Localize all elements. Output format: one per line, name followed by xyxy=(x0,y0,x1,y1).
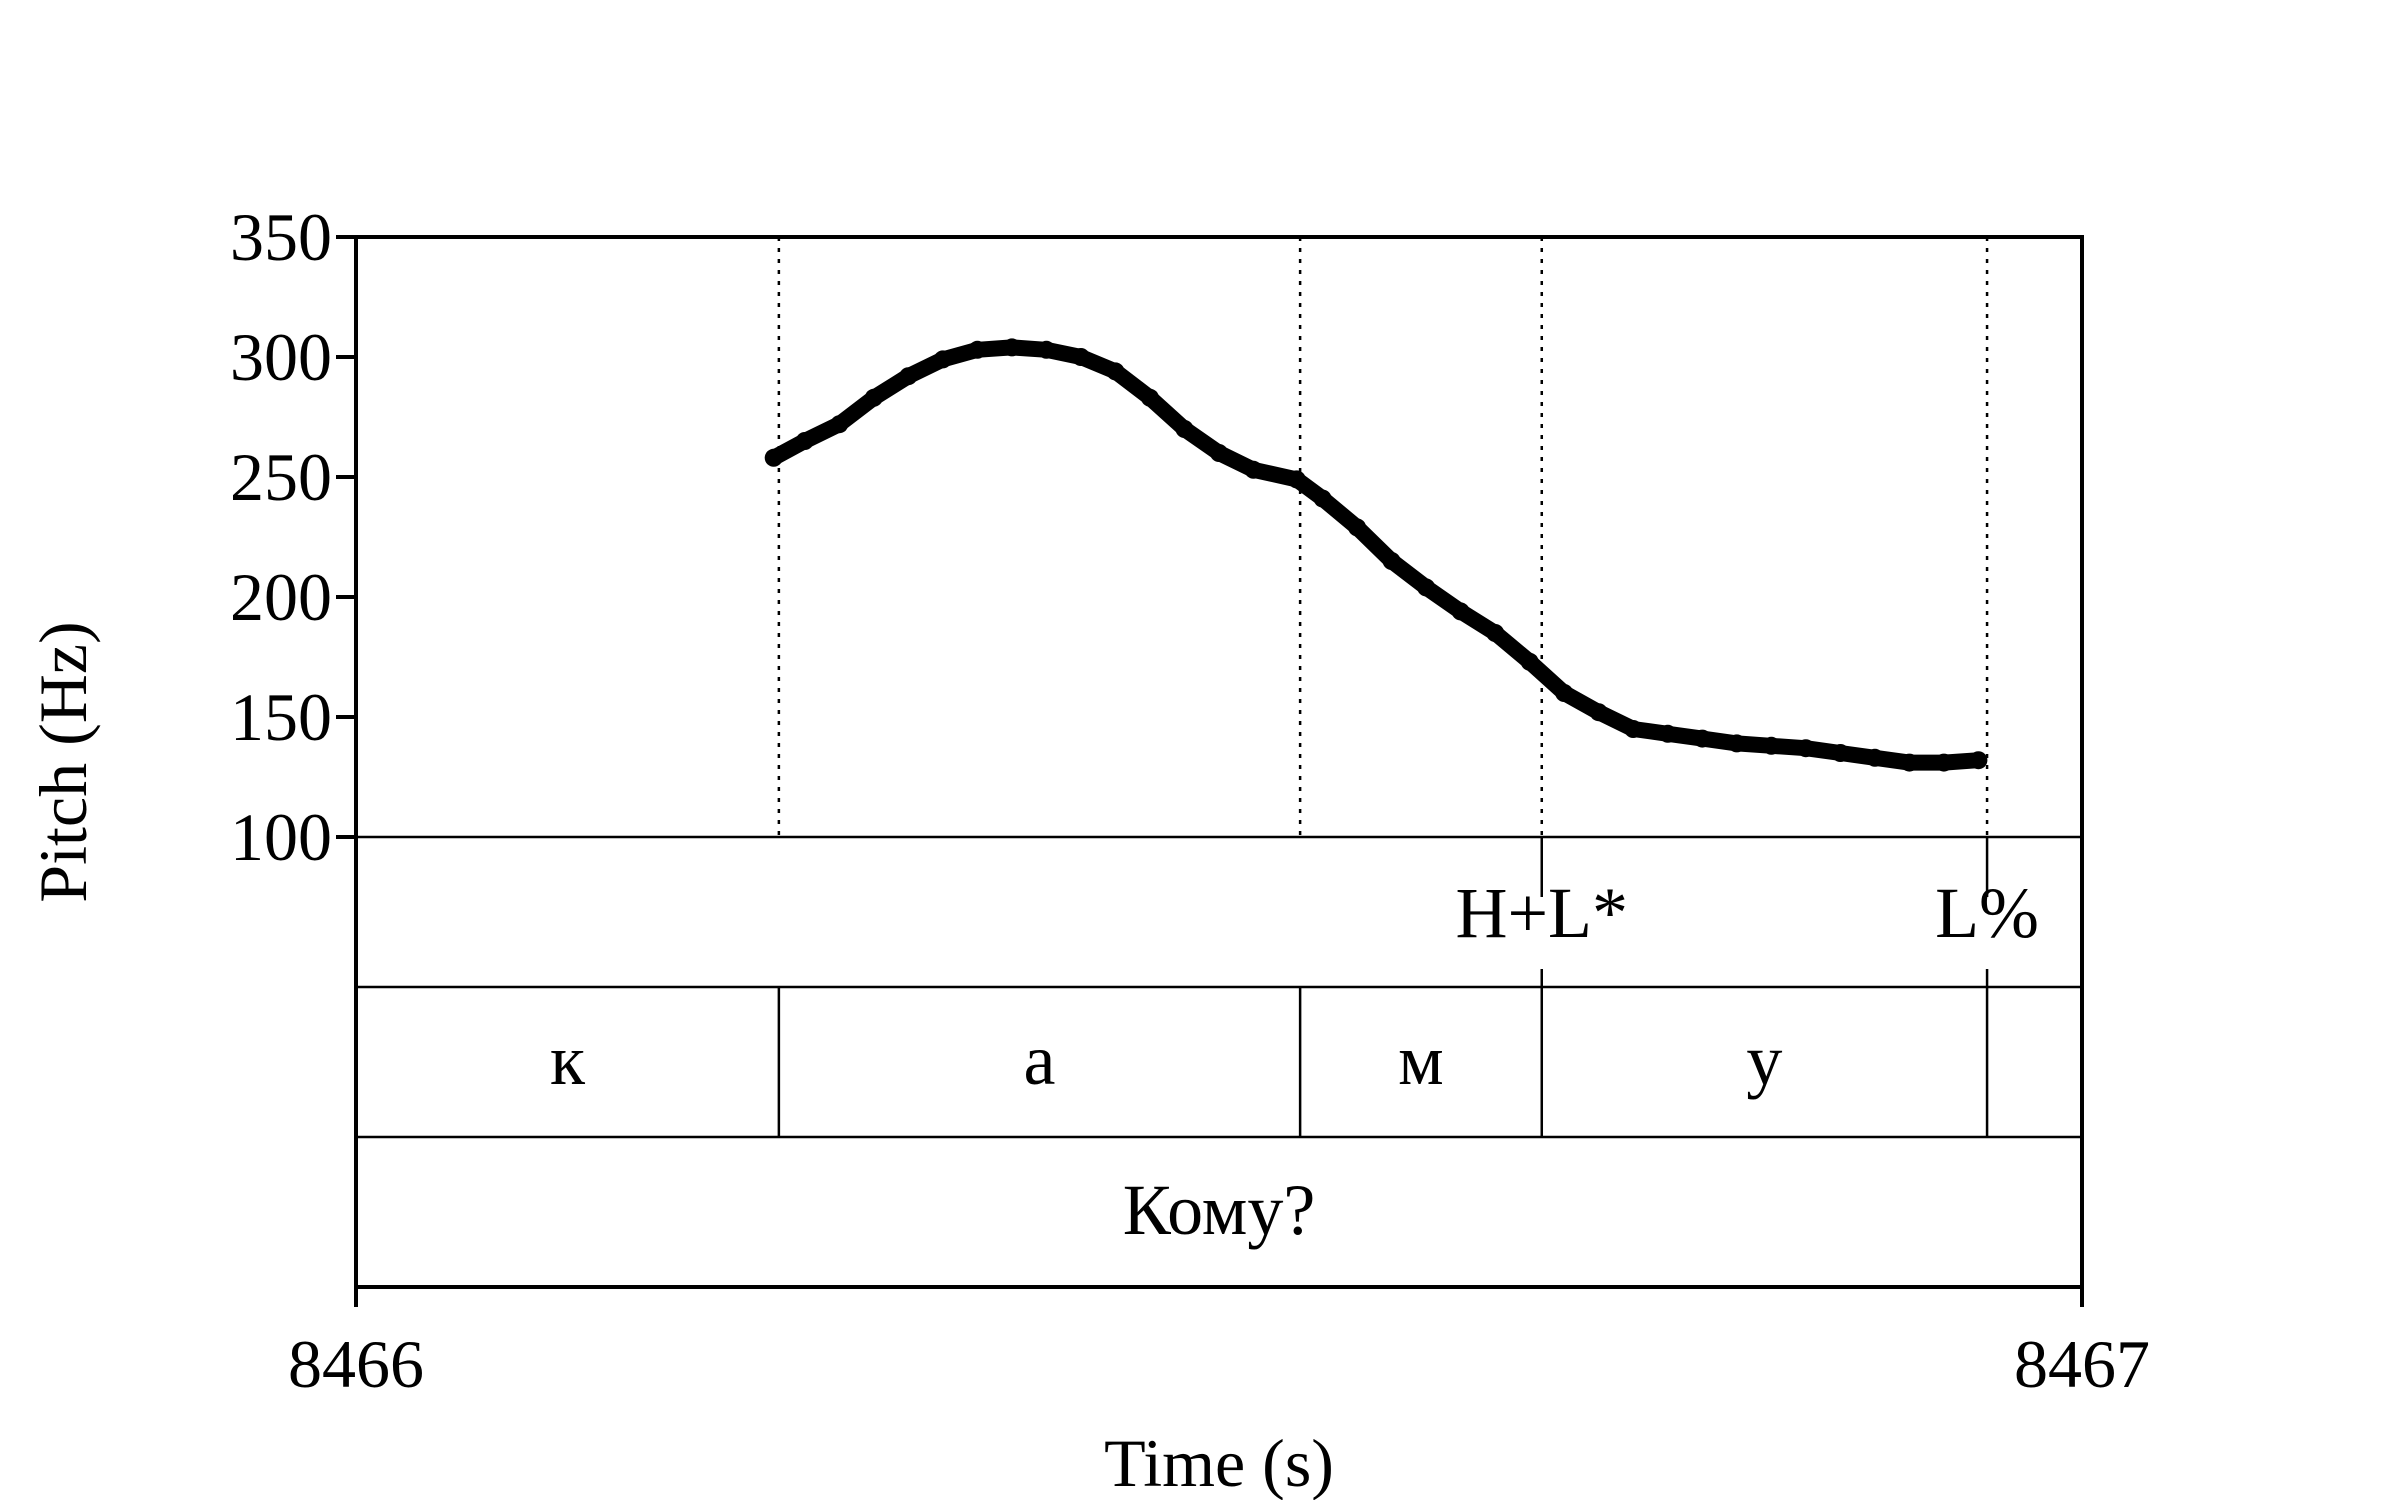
tone-label-2: L% xyxy=(1935,873,2039,953)
pitch-point-8 xyxy=(1002,338,1021,357)
pitch-point-31 xyxy=(1796,739,1815,758)
pitch-point-5 xyxy=(899,367,918,386)
pitch-point-25 xyxy=(1589,703,1608,722)
x-tick-label-8466: 8466 xyxy=(288,1326,424,1402)
pitch-contour xyxy=(764,338,1988,772)
pitch-point-36 xyxy=(1969,751,1988,770)
pitch-point-26 xyxy=(1624,720,1643,738)
segment-label-2: а xyxy=(1024,1020,1056,1100)
y-tick-label-350: 350 xyxy=(230,199,332,275)
x-tick-label-8467: 8467 xyxy=(2014,1326,2150,1402)
tone-label-1: H+L* xyxy=(1455,873,1628,953)
y-axis: 100 150 200 250 300 350 xyxy=(230,199,356,875)
figure-frame xyxy=(354,235,2084,1289)
pitch-point-14 xyxy=(1210,444,1228,462)
segment-label-3: м xyxy=(1398,1020,1444,1100)
pitch-point-32 xyxy=(1831,744,1850,762)
pitch-point-34 xyxy=(1900,753,1919,772)
pitch-point-3 xyxy=(830,415,849,434)
pitch-point-11 xyxy=(1106,362,1125,381)
y-tick-label-150: 150 xyxy=(230,679,332,755)
tier-separators xyxy=(356,835,2082,1139)
tone-tier: H+L* L% xyxy=(1455,873,2039,953)
word-label-1: Кому? xyxy=(1123,1170,1316,1250)
pitch-point-35 xyxy=(1934,753,1953,772)
pitch-point-15 xyxy=(1244,460,1263,479)
word-tier: Кому? xyxy=(1123,1170,1316,1250)
y-tick-label-250: 250 xyxy=(230,439,332,515)
pitch-point-22 xyxy=(1486,624,1505,642)
pitch-point-9 xyxy=(1037,340,1056,359)
pitch-point-16 xyxy=(1287,470,1306,489)
x-axis: 8466 8467 xyxy=(288,1287,2150,1402)
pitch-point-33 xyxy=(1865,748,1884,767)
boundary-lines xyxy=(777,237,1989,1137)
pitch-point-23 xyxy=(1520,652,1539,671)
pitch-point-28 xyxy=(1693,729,1712,748)
pitch-point-4 xyxy=(864,388,883,407)
pitch-point-27 xyxy=(1658,724,1677,743)
pitch-point-20 xyxy=(1417,578,1436,597)
y-axis-label: Pitch (Hz) xyxy=(25,621,101,902)
pitch-point-21 xyxy=(1451,602,1470,621)
segment-label-4: у xyxy=(1746,1020,1782,1100)
segment-label-1: к xyxy=(550,1020,586,1100)
y-tick-label-200: 200 xyxy=(230,559,332,635)
pitch-point-19 xyxy=(1382,552,1401,570)
pitch-point-24 xyxy=(1555,684,1574,702)
pitch-point-2 xyxy=(795,432,814,450)
pitch-point-30 xyxy=(1762,736,1781,755)
pitch-line-1 xyxy=(765,339,1987,771)
pitch-point-17 xyxy=(1313,489,1332,508)
pitch-point-10 xyxy=(1071,348,1090,366)
pitch-point-7 xyxy=(968,340,987,359)
pitch-point-12 xyxy=(1141,388,1159,407)
pitch-point-13 xyxy=(1175,420,1194,438)
y-tick-label-100: 100 xyxy=(230,799,332,875)
y-tick-label-300: 300 xyxy=(230,319,332,395)
pitch-point-1 xyxy=(764,448,783,467)
pitch-point-18 xyxy=(1348,518,1367,537)
pitch-point-6 xyxy=(933,350,952,369)
pitch-point-29 xyxy=(1727,734,1746,753)
x-axis-label: Time (s) xyxy=(1104,1425,1334,1500)
